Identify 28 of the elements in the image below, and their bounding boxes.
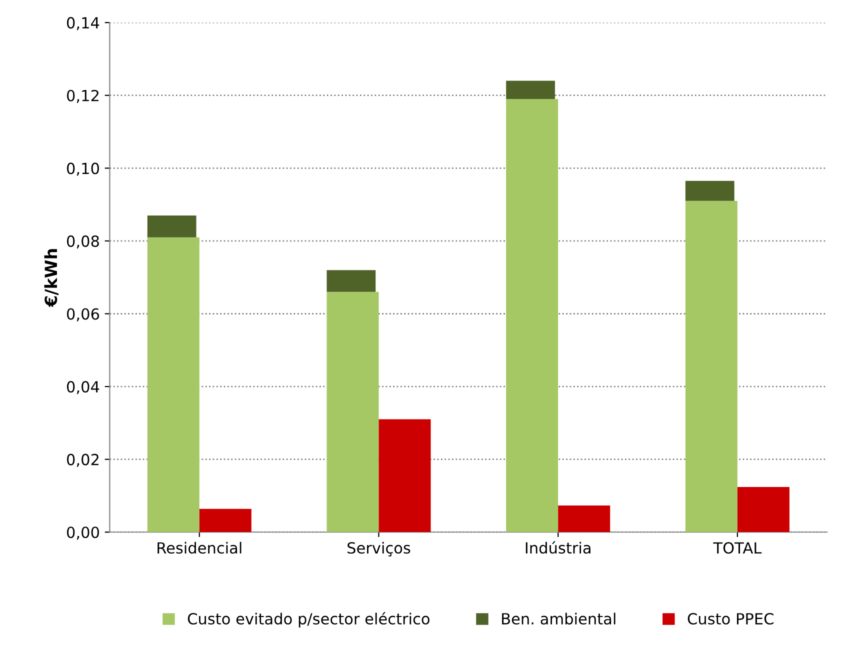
legend-label: Custo PPEC (688, 612, 774, 625)
bar (558, 506, 610, 532)
bar (378, 419, 431, 532)
legend-label: Custo evitado p/sector eléctrico (188, 612, 430, 628)
bar (685, 200, 738, 532)
y-tick-label: 0,12 (66, 90, 98, 103)
y-tick-label: 0,10 (66, 162, 99, 176)
bar (737, 486, 790, 532)
bar (147, 237, 200, 532)
y-tick-label: 0,04 (66, 381, 100, 394)
x-tick-label: TOTAL (713, 542, 762, 554)
bar (506, 80, 555, 100)
bar (506, 99, 558, 532)
y-tick-label: 0,00 (66, 526, 99, 540)
bar (326, 292, 379, 532)
bar (199, 508, 252, 532)
y-tick-label: 0,06 (66, 308, 100, 322)
y-tick-label: 0,08 (66, 235, 99, 249)
legend-label: Ben. ambiental (502, 612, 616, 625)
y-axis-title: €/kWh (44, 249, 59, 308)
x-tick-label: Serviços (348, 542, 410, 556)
y-tick-label: 0,02 (66, 454, 98, 467)
y-tick-label: 0,14 (66, 17, 100, 30)
bar (685, 180, 734, 201)
bar (326, 270, 376, 292)
x-tick-label: Indústria (526, 541, 590, 554)
bar (147, 215, 196, 238)
x-tick-label: Residencial (158, 542, 242, 554)
